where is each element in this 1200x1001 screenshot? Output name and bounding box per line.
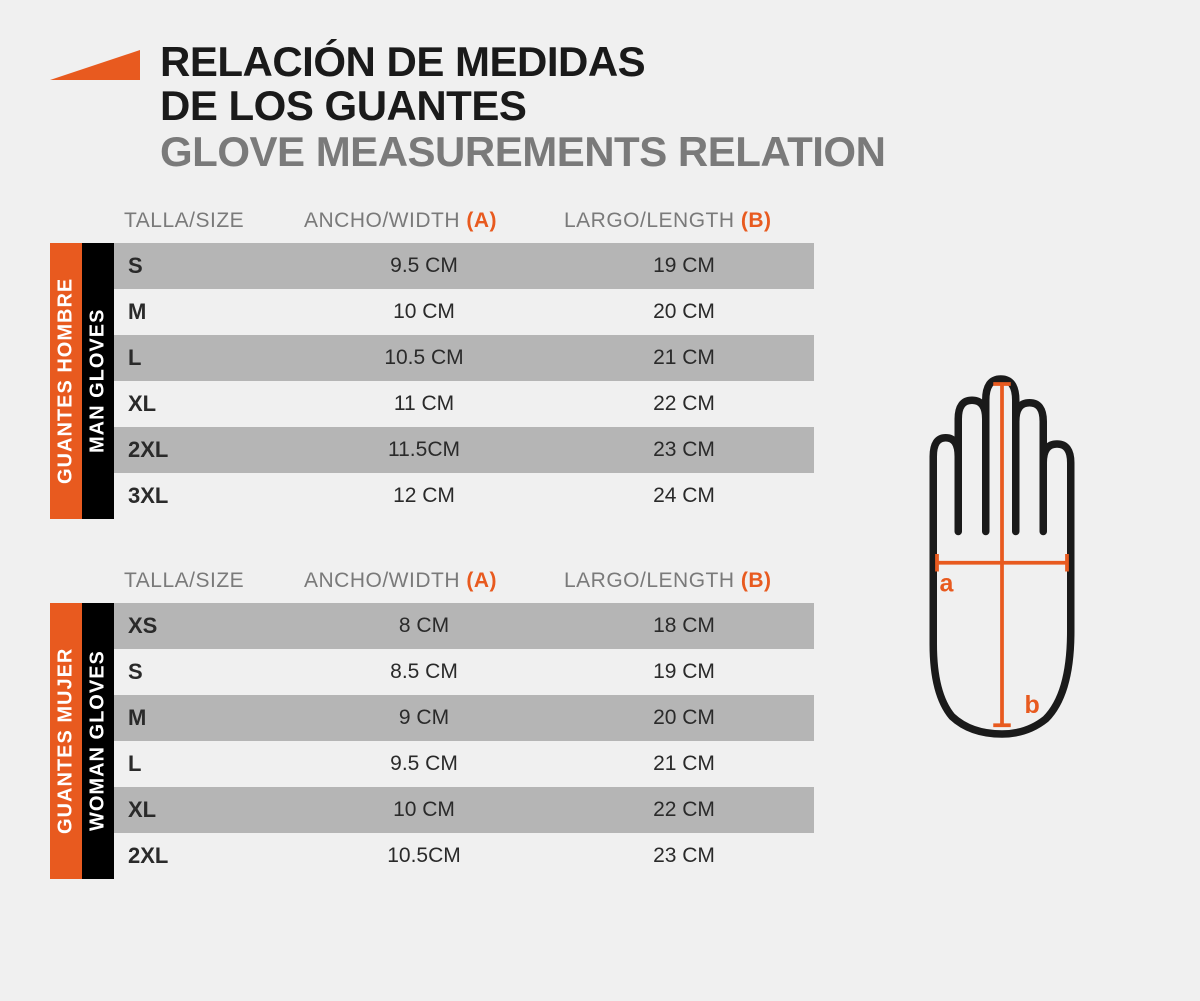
col-header-width-suffix: (A) (466, 209, 497, 232)
diagram-label-b: b (1025, 691, 1040, 719)
woman-rows: XS8 CM18 CMS8.5 CM19 CMM9 CM20 CML9.5 CM… (114, 603, 814, 879)
table-row: XL11 CM22 CM (114, 381, 814, 427)
title-en: GLOVE MEASUREMENTS RELATION (160, 130, 885, 174)
cell-size: XS (114, 613, 294, 639)
cell-size: 3XL (114, 483, 294, 509)
cell-length: 22 CM (554, 798, 814, 822)
cell-width: 9 CM (294, 706, 554, 730)
cell-width: 10 CM (294, 798, 554, 822)
col-header-size: TALLA/SIZE (124, 569, 304, 593)
cell-width: 9.5 CM (294, 752, 554, 776)
cell-width: 8 CM (294, 614, 554, 638)
col-header-length-text: LARGO/LENGTH (564, 569, 741, 592)
col-header-length-suffix: (B) (741, 209, 772, 232)
cell-length: 23 CM (554, 438, 814, 462)
col-header-width: ANCHO/WIDTH (A) (304, 209, 564, 233)
cell-size: S (114, 659, 294, 685)
woman-table-header: TALLA/SIZE ANCHO/WIDTH (A) LARGO/LENGTH … (114, 569, 814, 603)
table-row: S9.5 CM19 CM (114, 243, 814, 289)
man-gloves-table: TALLA/SIZE ANCHO/WIDTH (A) LARGO/LENGTH … (50, 209, 814, 519)
cell-length: 23 CM (554, 844, 814, 868)
cell-width: 10.5CM (294, 844, 554, 868)
tables-column: TALLA/SIZE ANCHO/WIDTH (A) LARGO/LENGTH … (50, 209, 814, 879)
cell-size: 2XL (114, 437, 294, 463)
cell-width: 10.5 CM (294, 346, 554, 370)
title-es-line1: RELACIÓN DE MEDIDAS (160, 40, 885, 84)
table-row: M9 CM20 CM (114, 695, 814, 741)
col-header-length-suffix: (B) (741, 569, 772, 592)
cell-length: 19 CM (554, 660, 814, 684)
diagram-label-a: a (940, 570, 955, 598)
woman-label-en: WOMAN GLOVES (82, 603, 114, 879)
col-header-width-text: ANCHO/WIDTH (304, 569, 466, 592)
table-row: S8.5 CM19 CM (114, 649, 814, 695)
cell-length: 24 CM (554, 484, 814, 508)
cell-width: 9.5 CM (294, 254, 554, 278)
man-table-header: TALLA/SIZE ANCHO/WIDTH (A) LARGO/LENGTH … (114, 209, 814, 243)
hand-diagram-column: a b (854, 344, 1150, 744)
cell-size: L (114, 345, 294, 371)
table-row: L10.5 CM21 CM (114, 335, 814, 381)
col-header-size: TALLA/SIZE (124, 209, 304, 233)
cell-size: M (114, 705, 294, 731)
cell-size: 2XL (114, 843, 294, 869)
cell-length: 18 CM (554, 614, 814, 638)
cell-length: 22 CM (554, 392, 814, 416)
title-es-line2: DE LOS GUANTES (160, 84, 885, 128)
col-header-width-text: ANCHO/WIDTH (304, 209, 466, 232)
cell-width: 11 CM (294, 392, 554, 416)
col-header-width-suffix: (A) (466, 569, 497, 592)
man-table-wrap: TALLA/SIZE ANCHO/WIDTH (A) LARGO/LENGTH … (114, 209, 814, 519)
woman-table-wrap: TALLA/SIZE ANCHO/WIDTH (A) LARGO/LENGTH … (114, 569, 814, 879)
cell-width: 8.5 CM (294, 660, 554, 684)
hand-diagram-icon: a b (877, 344, 1127, 744)
woman-label-es: GUANTES MUJER (50, 603, 82, 879)
cell-length: 21 CM (554, 346, 814, 370)
cell-size: XL (114, 797, 294, 823)
woman-side-labels: GUANTES MUJER WOMAN GLOVES (50, 603, 114, 879)
table-row: 2XL10.5CM23 CM (114, 833, 814, 879)
cell-length: 20 CM (554, 706, 814, 730)
header: RELACIÓN DE MEDIDAS DE LOS GUANTES GLOVE… (50, 40, 1150, 174)
cell-length: 20 CM (554, 300, 814, 324)
man-label-en: MAN GLOVES (82, 243, 114, 519)
cell-length: 19 CM (554, 254, 814, 278)
logo-triangle-icon (50, 50, 140, 80)
col-header-length-text: LARGO/LENGTH (564, 209, 741, 232)
cell-width: 10 CM (294, 300, 554, 324)
cell-size: M (114, 299, 294, 325)
cell-width: 12 CM (294, 484, 554, 508)
col-header-width: ANCHO/WIDTH (A) (304, 569, 564, 593)
col-header-length: LARGO/LENGTH (B) (564, 209, 824, 233)
man-label-es: GUANTES HOMBRE (50, 243, 82, 519)
cell-size: XL (114, 391, 294, 417)
content-row: TALLA/SIZE ANCHO/WIDTH (A) LARGO/LENGTH … (50, 209, 1150, 879)
table-row: 3XL12 CM24 CM (114, 473, 814, 519)
cell-size: S (114, 253, 294, 279)
table-row: 2XL11.5CM23 CM (114, 427, 814, 473)
table-row: L9.5 CM21 CM (114, 741, 814, 787)
col-header-length: LARGO/LENGTH (B) (564, 569, 824, 593)
woman-gloves-table: TALLA/SIZE ANCHO/WIDTH (A) LARGO/LENGTH … (50, 569, 814, 879)
man-side-labels: GUANTES HOMBRE MAN GLOVES (50, 243, 114, 519)
man-rows: S9.5 CM19 CMM10 CM20 CML10.5 CM21 CMXL11… (114, 243, 814, 519)
table-row: M10 CM20 CM (114, 289, 814, 335)
title-block: RELACIÓN DE MEDIDAS DE LOS GUANTES GLOVE… (160, 40, 885, 174)
table-row: XS8 CM18 CM (114, 603, 814, 649)
cell-length: 21 CM (554, 752, 814, 776)
cell-width: 11.5CM (294, 438, 554, 462)
cell-size: L (114, 751, 294, 777)
table-row: XL10 CM22 CM (114, 787, 814, 833)
